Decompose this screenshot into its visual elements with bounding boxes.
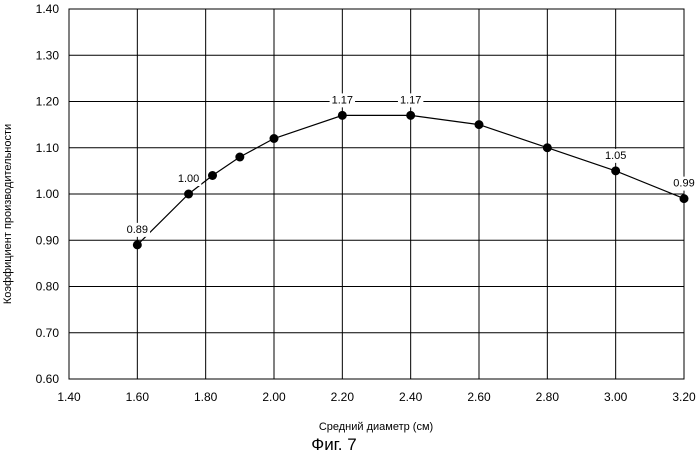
data-label: 0.99 — [673, 178, 694, 190]
y-tick-label: 0.80 — [36, 280, 60, 294]
x-tick-labels: 1.40 1.60 1.80 2.00 2.20 2.40 2.60 2.80 3.00 3.20 — [57, 390, 696, 404]
data-point — [338, 111, 347, 120]
y-tick-label: 1.20 — [36, 95, 60, 109]
x-tick-label: 2.20 — [331, 390, 355, 404]
y-tick-labels: 0.60 0.70 0.80 0.90 1.00 1.10 1.20 1.30 1.40 — [36, 2, 60, 386]
x-tick-label: 2.40 — [399, 390, 423, 404]
data-point — [133, 240, 142, 249]
x-tick-label: 3.20 — [672, 390, 696, 404]
data-point — [611, 166, 620, 175]
y-tick-label: 1.00 — [36, 187, 60, 201]
data-point — [406, 111, 415, 120]
x-tick-label: 1.60 — [126, 390, 150, 404]
x-axis-label: Средний диаметр (см) — [319, 421, 433, 433]
data-point — [235, 153, 244, 162]
data-point — [680, 194, 689, 203]
data-label: 1.17 — [400, 94, 421, 106]
y-tick-label: 1.30 — [36, 48, 60, 62]
x-tick-label: 3.00 — [604, 390, 628, 404]
y-tick-label: 0.70 — [36, 326, 60, 340]
x-tick-label: 2.00 — [262, 390, 286, 404]
y-tick-label: 0.60 — [36, 372, 60, 386]
x-tick-label: 1.80 — [194, 390, 218, 404]
data-label: 1.05 — [605, 150, 626, 162]
data-label: 0.89 — [127, 224, 148, 236]
x-tick-label: 2.60 — [467, 390, 491, 404]
y-tick-label: 1.10 — [36, 141, 60, 155]
data-point — [270, 134, 279, 143]
figure-caption: Фиг. 7 — [311, 435, 356, 454]
y-tick-label: 0.90 — [36, 233, 60, 247]
data-label: 1.17 — [332, 94, 353, 106]
y-tick-label: 1.40 — [36, 2, 60, 16]
x-tick-label: 1.40 — [57, 390, 81, 404]
data-point — [184, 190, 193, 199]
data-label: 1.00 — [178, 173, 199, 185]
x-tick-label: 2.80 — [536, 390, 560, 404]
data-point — [543, 143, 552, 152]
data-point — [475, 120, 484, 129]
y-axis-label: Коэффициент производительности — [2, 124, 14, 304]
grid — [69, 9, 684, 379]
data-point — [208, 171, 217, 180]
